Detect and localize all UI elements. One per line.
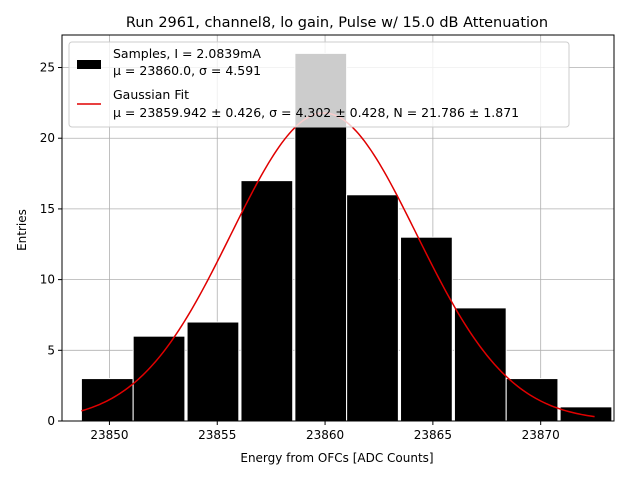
histogram-bar (346, 194, 399, 422)
legend-frame (68, 41, 570, 128)
x-tick-label: 23870 (522, 428, 560, 442)
histogram-bar (186, 321, 240, 422)
legend-samples-label: Samples, I = 2.0839mA (113, 46, 261, 61)
y-tick-label: 15 (40, 202, 55, 216)
legend-fit-label: Gaussian Fit (113, 87, 189, 102)
legend: Samples, I = 2.0839mA μ = 23860.0, σ = 4… (68, 41, 570, 128)
x-tick-label: 23850 (90, 428, 128, 442)
y-tick-label: 25 (40, 61, 55, 75)
histogram-bar (505, 378, 559, 422)
axes-frame (61, 34, 615, 422)
x-tick-label: 23860 (306, 428, 344, 442)
y-tick-label: 0 (47, 414, 55, 428)
histogram-bar (80, 378, 134, 422)
y-tick-label: 10 (40, 273, 55, 287)
histogram-bar (400, 236, 453, 422)
x-tick-label: 23855 (198, 428, 236, 442)
x-axis-label: Energy from OFCs [ADC Counts] (240, 451, 433, 465)
x-tick-label: 23865 (414, 428, 452, 442)
y-tick-label: 5 (47, 343, 55, 357)
y-tick-label: 20 (40, 131, 55, 145)
chart-title: Run 2961, channel8, lo gain, Pulse w/ 15… (126, 15, 548, 31)
y-axis-label: Entries (15, 209, 29, 251)
legend-fit-stats: μ = 23859.942 ± 0.426, σ = 4.302 ± 0.428… (113, 105, 519, 120)
legend-samples-swatch (77, 60, 101, 69)
legend-samples-stats: μ = 23860.0, σ = 4.591 (113, 63, 261, 78)
histogram-bar (453, 307, 507, 422)
histogram-bar (240, 180, 294, 422)
histogram-bar (132, 335, 186, 422)
histogram-bar (559, 406, 613, 422)
